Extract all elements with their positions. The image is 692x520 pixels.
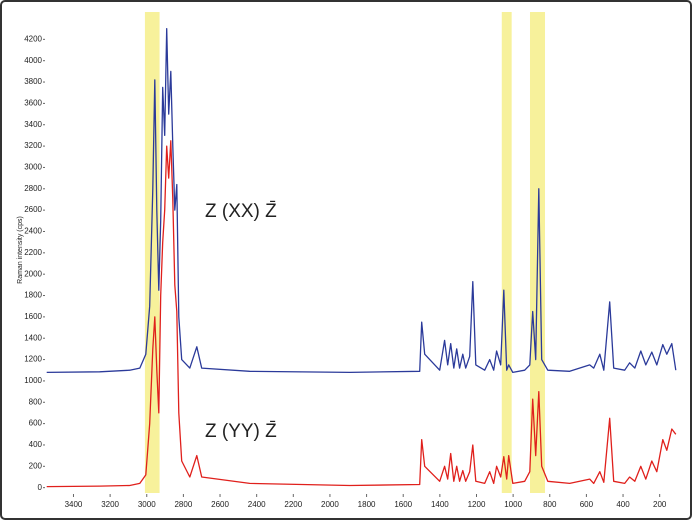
annotation: Z (XX) Z̄ (205, 201, 277, 222)
x-tick-label: 2400 (248, 500, 266, 509)
x-tick-label: 2600 (211, 500, 229, 509)
y-tick-label: 800 (29, 397, 43, 406)
y-tick-label: 2400 (24, 227, 42, 236)
y-tick-label: 3400 (24, 120, 42, 129)
x-tick-label: 200 (653, 500, 667, 509)
x-tick-label: 2000 (321, 500, 339, 509)
y-tick-label: 4200 (24, 34, 42, 43)
x-tick-label: 3200 (101, 500, 119, 509)
y-tick-label: 400 (29, 440, 43, 449)
x-tick-label: 1600 (394, 500, 412, 509)
y-tick-label: 3600 (24, 99, 42, 108)
y-tick-label: 0 (38, 483, 43, 492)
y-tick-label: 1800 (24, 291, 42, 300)
spectrum-line (46, 140, 677, 488)
x-tick-label: 1400 (431, 500, 449, 509)
x-tick-label: 600 (580, 500, 594, 509)
x-tick-label: 1000 (504, 500, 522, 509)
y-tick-label: 2200 (24, 248, 42, 257)
y-tick-label: 1200 (24, 355, 42, 364)
x-tick-label: 400 (616, 500, 630, 509)
y-tick-label: 1000 (24, 376, 42, 385)
annotation: Z (YY) Z̄ (205, 421, 277, 442)
y-axis-label: Raman intensity (cps) (17, 216, 24, 284)
x-tick-label: 1200 (468, 500, 486, 509)
x-tick-label: 1800 (358, 500, 376, 509)
y-tick-label: 1600 (24, 312, 42, 321)
y-tick-label: 3800 (24, 77, 42, 86)
y-tick-label: 2000 (24, 269, 42, 278)
x-tick-label: 3000 (138, 500, 156, 509)
y-tick-label: 3200 (24, 141, 42, 150)
highlight-band (501, 12, 512, 493)
y-tick-label: 200 (29, 461, 43, 470)
y-tick-label: 4000 (24, 56, 42, 65)
y-tick-label: 2800 (24, 184, 42, 193)
x-tick-label: 2200 (284, 500, 302, 509)
x-tick-label: 3400 (65, 500, 83, 509)
y-tick-label: 1400 (24, 333, 42, 342)
y-tick-label: 3000 (24, 163, 42, 172)
x-tick-label: 800 (543, 500, 557, 509)
y-tick-label: 2600 (24, 205, 42, 214)
y-tick-label: 600 (29, 419, 43, 428)
x-tick-label: 2800 (174, 500, 192, 509)
spectrum-line (46, 28, 677, 374)
